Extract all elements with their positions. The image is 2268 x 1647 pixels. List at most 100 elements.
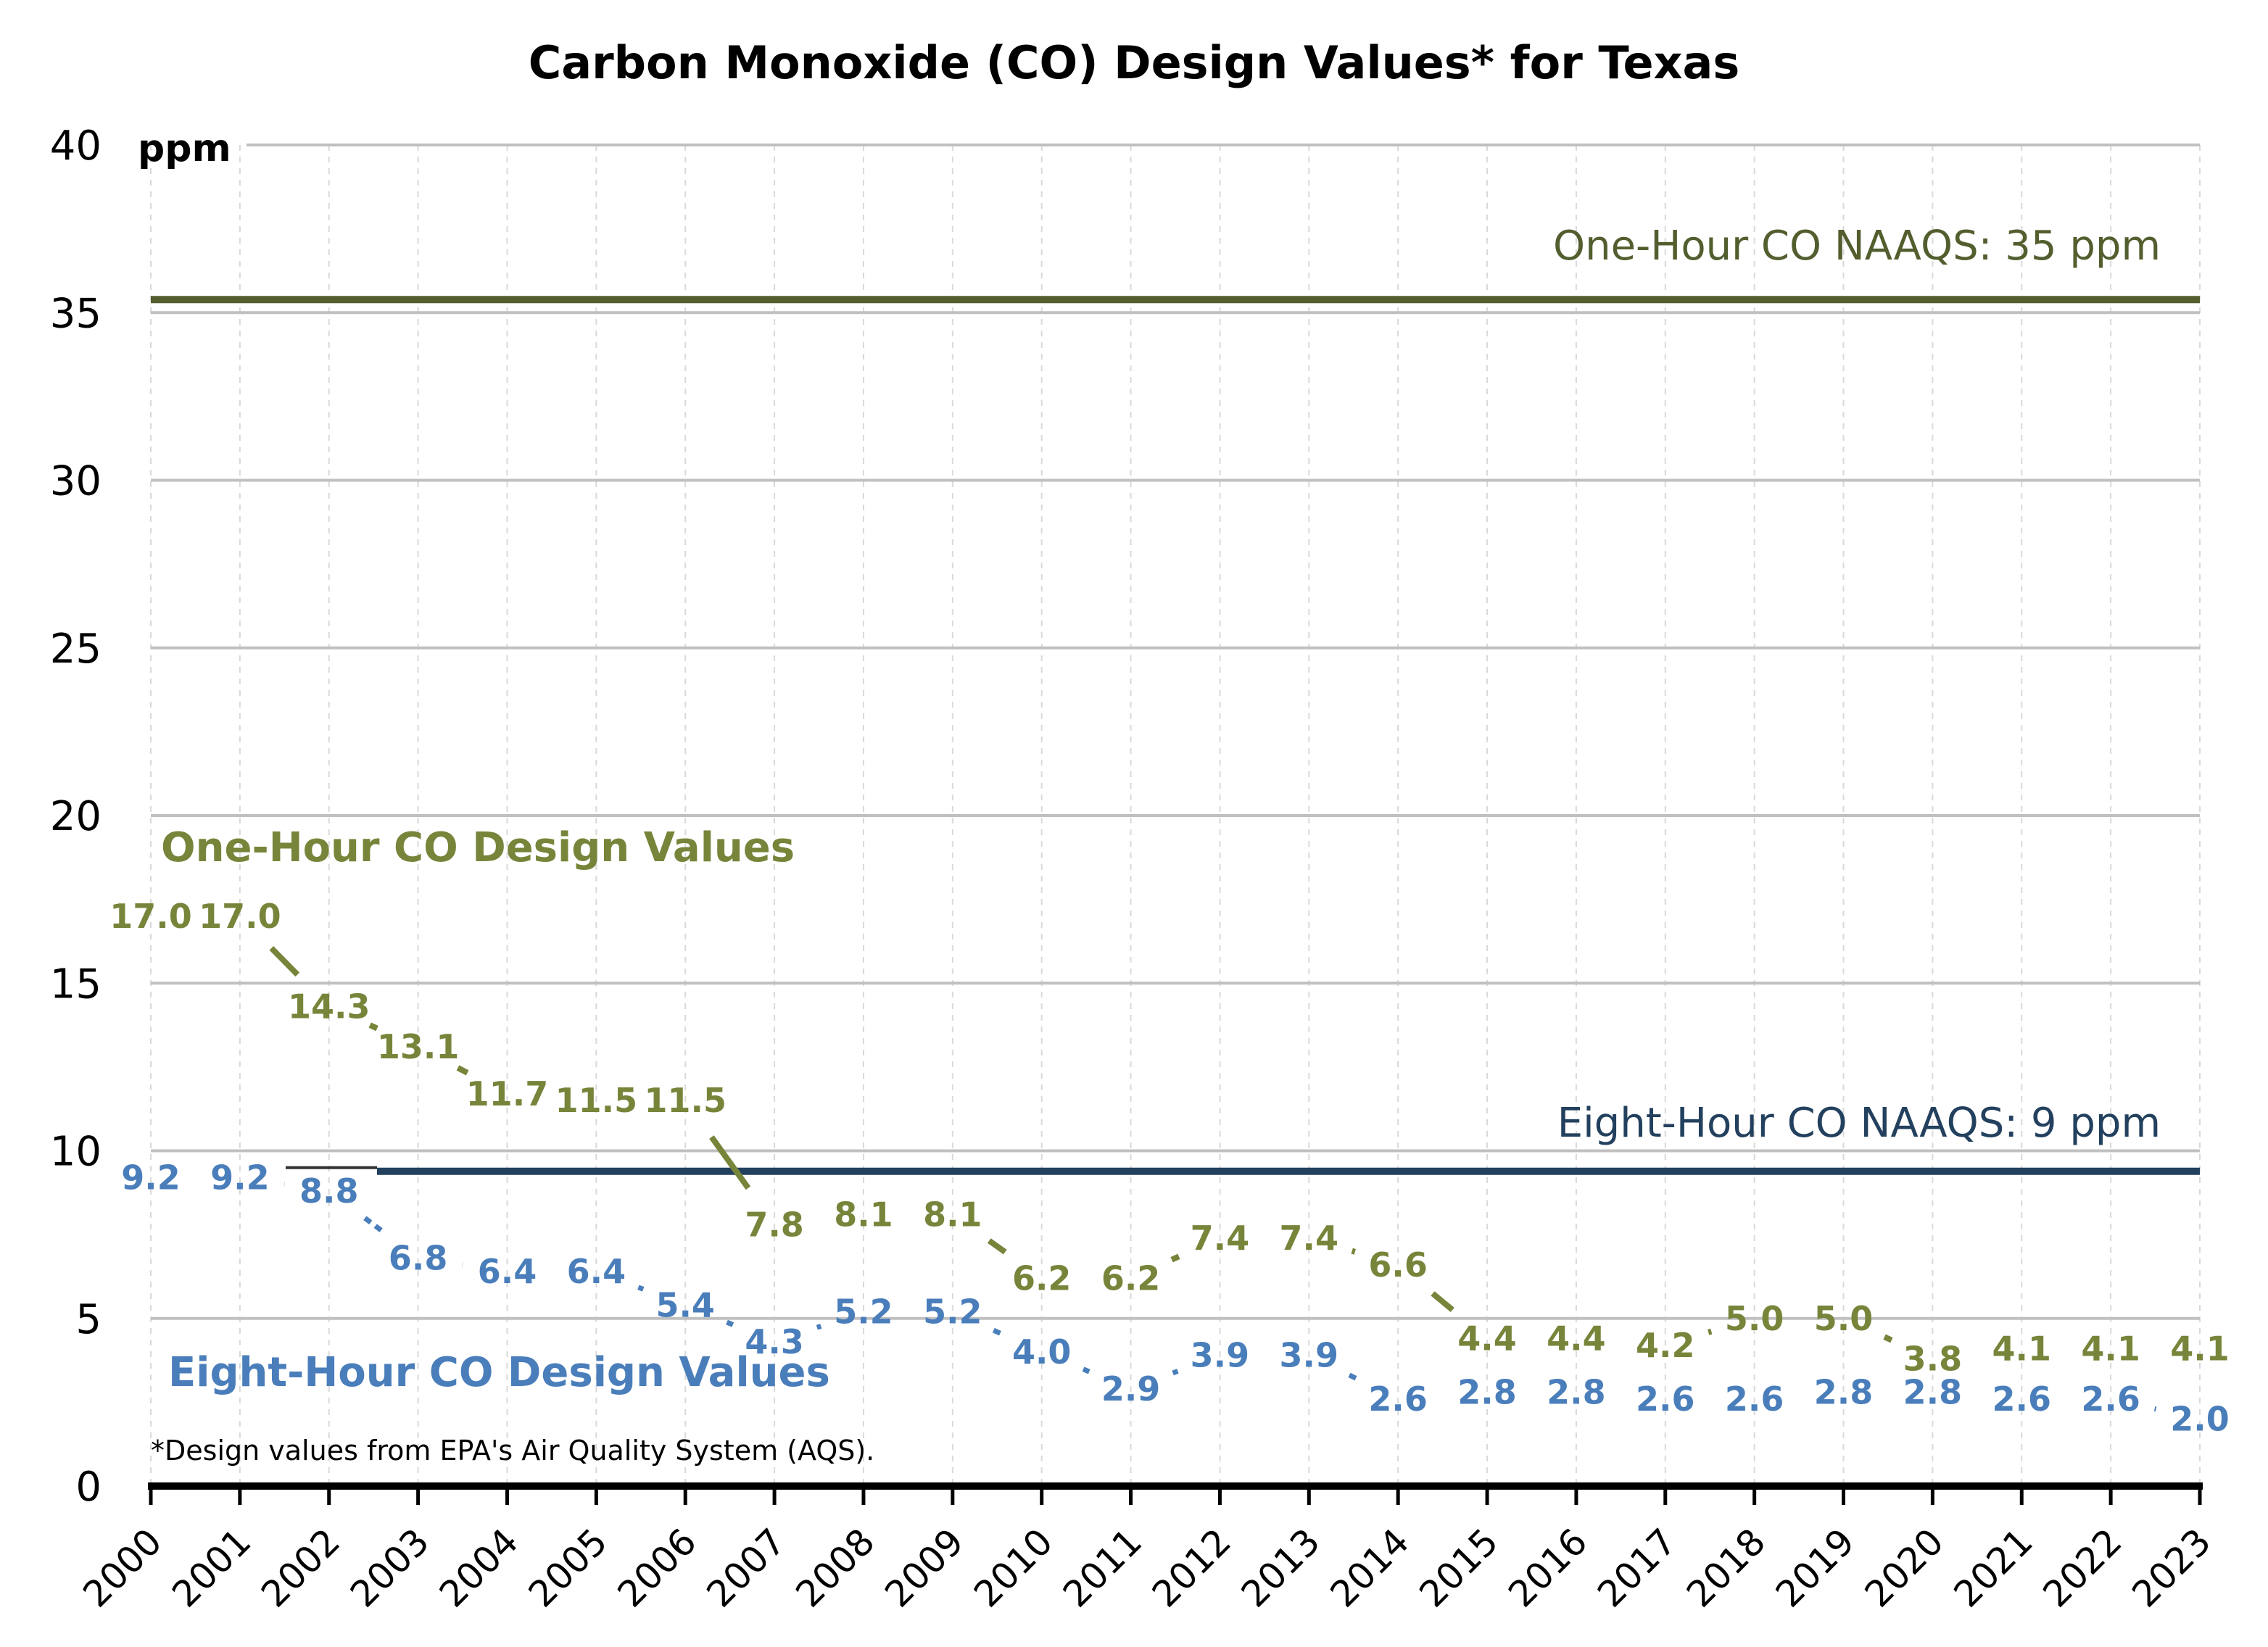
x-tick-label-2009: 2009 xyxy=(877,1520,972,1615)
eight-hour-segment-2007-2008 xyxy=(816,1324,822,1330)
x-tick-label-2023: 2023 xyxy=(2124,1520,2219,1615)
x-tick-label-2019: 2019 xyxy=(1768,1520,1863,1615)
eight-hour-data-label-2001: 9.2 xyxy=(210,1158,270,1198)
eight-hour-segment-2013-2014 xyxy=(1348,1372,1359,1382)
eight-hour-series-label: Eight-Hour CO Design Values xyxy=(168,1349,830,1396)
one-hour-data-label-2006: 11.5 xyxy=(644,1081,727,1120)
x-tick-label-2010: 2010 xyxy=(966,1520,1061,1615)
one-hour-data-label-2001: 17.0 xyxy=(199,897,281,936)
eight-hour-data-label-2020: 2.8 xyxy=(1903,1373,1963,1412)
series-lines xyxy=(269,946,2157,1412)
x-tick-label-2002: 2002 xyxy=(253,1520,348,1615)
x-tick-label-2014: 2014 xyxy=(1323,1520,1418,1615)
reference-label-eight-hour: Eight-Hour CO NAAQS: 9 ppm xyxy=(1557,1100,2161,1147)
one-hour-data-label-2002: 14.3 xyxy=(288,987,371,1026)
y-tick-label-20: 20 xyxy=(50,793,102,840)
one-hour-segment-2002-2003 xyxy=(368,1022,378,1032)
one-hour-data-label-2009: 8.1 xyxy=(923,1195,982,1234)
eight-hour-data-label-2006: 5.4 xyxy=(655,1285,715,1324)
one-hour-data-label-2004: 11.7 xyxy=(466,1074,549,1113)
one-hour-data-label-2017: 4.2 xyxy=(1636,1326,1695,1365)
y-tick-label-10: 10 xyxy=(50,1129,102,1176)
eight-hour-data-label-2007: 4.3 xyxy=(745,1322,804,1361)
x-tick-label-2007: 2007 xyxy=(699,1520,794,1615)
eight-hour-data-label-2015: 2.8 xyxy=(1457,1373,1517,1412)
x-tick-label-2003: 2003 xyxy=(342,1520,437,1615)
x-tick-label-2017: 2017 xyxy=(1589,1520,1684,1615)
one-hour-segment-2006-2007 xyxy=(709,1135,751,1190)
reference-lines: One-Hour CO NAAQS: 35 ppm Eight-Hour CO N… xyxy=(151,223,2200,1175)
x-tick-label-2001: 2001 xyxy=(164,1520,259,1615)
eight-hour-data-label-2012: 3.9 xyxy=(1191,1336,1250,1375)
one-hour-data-label-2018: 5.0 xyxy=(1725,1299,1784,1338)
eight-hour-data-label-2021: 2.6 xyxy=(1992,1380,2052,1419)
y-tick-label-40: 40 xyxy=(50,123,102,170)
y-tick-label-15: 15 xyxy=(50,961,102,1008)
one-hour-data-label-2014: 6.6 xyxy=(1368,1245,1428,1285)
one-hour-segment-2011-2012 xyxy=(1170,1253,1180,1263)
one-hour-data-label-2015: 4.4 xyxy=(1457,1319,1517,1358)
y-tick-label-35: 35 xyxy=(50,290,102,337)
eight-hour-data-label-2022: 2.6 xyxy=(2081,1380,2140,1419)
eight-hour-data-label-2013: 3.9 xyxy=(1280,1336,1339,1375)
one-hour-data-label-2019: 5.0 xyxy=(1814,1299,1874,1338)
x-tick-label-2011: 2011 xyxy=(1055,1520,1150,1615)
eight-hour-data-label-2005: 6.4 xyxy=(567,1252,626,1291)
eight-hour-data-label-2019: 2.8 xyxy=(1814,1373,1874,1412)
one-hour-series-label: One-Hour CO Design Values xyxy=(161,824,795,871)
x-tick-label-2013: 2013 xyxy=(1233,1520,1328,1615)
eight-hour-data-label-2008: 5.2 xyxy=(834,1293,893,1332)
y-tick-label-25: 25 xyxy=(50,626,102,673)
eight-hour-data-label-2004: 6.4 xyxy=(478,1252,537,1291)
one-hour-segment-2019-2020 xyxy=(1883,1334,1893,1343)
one-hour-segment-2009-2010 xyxy=(987,1238,1007,1255)
one-hour-data-label-2012: 7.4 xyxy=(1191,1219,1250,1258)
eight-hour-data-label-2010: 4.0 xyxy=(1012,1332,1072,1372)
data-labels: 17.0 17.014.313.111.7 11.5 11.57.8 8.1 8.16.2… xyxy=(109,897,2230,1439)
x-tick-label-2020: 2020 xyxy=(1857,1520,1952,1615)
eight-hour-data-label-2002: 8.8 xyxy=(299,1171,359,1211)
one-hour-segment-2001-2002 xyxy=(269,946,300,977)
eight-hour-data-label-2018: 2.6 xyxy=(1725,1380,1784,1419)
eight-hour-data-label-2017: 2.6 xyxy=(1636,1380,1695,1419)
x-tick-label-2022: 2022 xyxy=(2035,1520,2130,1615)
eight-hour-data-label-2016: 2.8 xyxy=(1547,1373,1606,1412)
one-hour-data-label-2020: 3.8 xyxy=(1903,1339,1963,1378)
x-tick-label-2021: 2021 xyxy=(1946,1520,2041,1615)
eight-hour-data-label-2011: 2.9 xyxy=(1101,1369,1161,1409)
y-tick-label-5: 5 xyxy=(75,1296,102,1343)
x-tick-label-2000: 2000 xyxy=(75,1520,170,1615)
one-hour-segment-2013-2014 xyxy=(1351,1248,1356,1255)
eight-hour-segment-2006-2007 xyxy=(726,1319,734,1327)
one-hour-data-label-2016: 4.4 xyxy=(1547,1319,1606,1358)
eight-hour-segment-2005-2006 xyxy=(637,1285,645,1292)
one-hour-segment-2003-2004 xyxy=(456,1065,469,1076)
reference-label-one-hour: One-Hour CO NAAQS: 35 ppm xyxy=(1553,223,2161,270)
one-hour-data-label-2008: 8.1 xyxy=(834,1195,893,1234)
x-tick-label-2004: 2004 xyxy=(431,1520,526,1615)
eight-hour-data-label-2003: 6.8 xyxy=(389,1239,448,1278)
x-tick-label-2012: 2012 xyxy=(1144,1520,1239,1615)
one-hour-data-label-2021: 4.1 xyxy=(1992,1329,2052,1368)
one-hour-data-label-2011: 6.2 xyxy=(1101,1258,1161,1298)
one-hour-data-label-2013: 7.4 xyxy=(1280,1219,1339,1258)
x-axis: 2000200120022003200420052006200720082009… xyxy=(75,1482,2219,1615)
y-axis: 0 5 10 15 20 25 30 35 40 xyxy=(50,123,102,1511)
eight-hour-data-label-2009: 5.2 xyxy=(923,1293,982,1332)
footnote: *Design values from EPA's Air Quality Sy… xyxy=(151,1435,874,1466)
eight-hour-segment-2009-2010 xyxy=(992,1327,1002,1336)
eight-hour-segment-2002-2003 xyxy=(363,1216,384,1234)
one-hour-data-label-2022: 4.1 xyxy=(2081,1329,2140,1368)
y-tick-label-0: 0 xyxy=(75,1464,102,1511)
one-hour-data-label-2007: 7.8 xyxy=(745,1205,804,1244)
one-hour-data-label-2000: 17.0 xyxy=(109,897,192,936)
one-hour-data-label-2005: 11.5 xyxy=(555,1081,638,1120)
y-axis-unit-label: ppm xyxy=(138,127,231,170)
eight-hour-segment-2010-2011 xyxy=(1082,1366,1090,1374)
one-hour-data-label-2023: 4.1 xyxy=(2170,1329,2230,1368)
x-tick-label-2008: 2008 xyxy=(787,1520,882,1615)
eight-hour-data-label-2023: 2.0 xyxy=(2170,1400,2230,1439)
y-tick-label-30: 30 xyxy=(50,458,102,505)
x-tick-label-2005: 2005 xyxy=(521,1520,616,1615)
